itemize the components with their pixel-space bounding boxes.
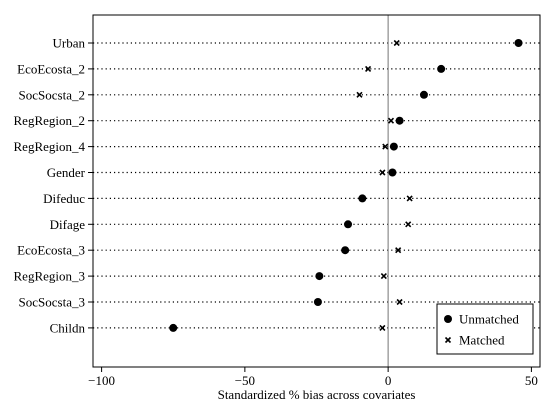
- category-label: EcoEcosta_3: [17, 243, 85, 258]
- matched-point: [406, 195, 413, 202]
- legend-box: [436, 303, 534, 355]
- x-marker-stroke: [406, 195, 413, 202]
- category-label: Gender: [47, 165, 86, 180]
- unmatched-point: [341, 246, 350, 255]
- x-marker-stroke: [380, 273, 387, 280]
- category-label: RegRegion_2: [14, 113, 86, 128]
- x-axis-label: Standardized % bias across covariates: [218, 387, 416, 402]
- x-marker-stroke: [396, 298, 403, 306]
- unmatched-point: [313, 298, 322, 306]
- matched-point: [382, 143, 389, 150]
- matched-point: [380, 273, 387, 280]
- x-marker-stroke: [379, 324, 386, 331]
- x-marker-stroke: [379, 169, 386, 176]
- plot-frame: [92, 14, 541, 368]
- matched-point: [356, 91, 363, 98]
- matched-point: [379, 324, 386, 331]
- category-label: Difage: [50, 217, 86, 232]
- unmatched-point: [395, 116, 404, 125]
- legend-label: Unmatched: [459, 312, 519, 327]
- x-marker-stroke: [405, 221, 412, 228]
- x-tick-label: 0: [385, 373, 392, 388]
- category-label: Difeduc: [43, 191, 85, 206]
- matched-point: [387, 117, 395, 124]
- legend-dot-marker: [444, 315, 452, 323]
- category-label: RegRegion_4: [14, 139, 86, 154]
- unmatched-point: [169, 323, 178, 332]
- unmatched-point: [514, 39, 523, 47]
- matched-point: [379, 169, 386, 176]
- x-marker-stroke: [393, 39, 400, 47]
- x-tick-label: −100: [88, 373, 115, 388]
- x-tick-label: 50: [525, 373, 538, 388]
- unmatched-point: [419, 90, 428, 99]
- legend-x-marker: [444, 336, 452, 344]
- x-marker-stroke: [356, 91, 363, 98]
- category-label: Urban: [53, 36, 86, 51]
- unmatched-point: [437, 64, 446, 73]
- x-marker-stroke: [395, 247, 402, 254]
- matched-point: [405, 221, 412, 228]
- category-labels: Urban EcoEcosta_2 SocSocsta_2 RegRegion_2 Re…: [14, 36, 86, 336]
- data-points: [169, 39, 523, 332]
- unmatched-point: [344, 220, 353, 229]
- x-marker-stroke: [382, 143, 389, 150]
- category-guide-lines: [88, 42, 540, 329]
- x-marker-stroke: [444, 336, 452, 344]
- x-axis-ticks: −100 −50 0 50: [88, 367, 538, 388]
- unmatched-point: [358, 194, 367, 203]
- category-label: SocSocsta_3: [19, 295, 85, 310]
- x-marker-stroke: [365, 65, 372, 72]
- x-tick-label: −50: [235, 373, 255, 388]
- legend: Unmatched Matched: [436, 303, 534, 355]
- category-label: EcoEcosta_2: [17, 61, 85, 76]
- category-label: SocSocsta_2: [19, 87, 85, 102]
- unmatched-point: [389, 142, 398, 151]
- unmatched-point: [388, 168, 397, 177]
- matched-point: [396, 298, 403, 306]
- matched-point: [395, 247, 402, 254]
- x-marker-stroke: [387, 117, 395, 124]
- category-label: RegRegion_3: [14, 269, 86, 284]
- matched-point: [365, 65, 372, 72]
- legend-label: Matched: [459, 333, 505, 348]
- matched-point: [393, 39, 400, 47]
- unmatched-point: [315, 272, 324, 281]
- category-label: Childn: [50, 320, 86, 335]
